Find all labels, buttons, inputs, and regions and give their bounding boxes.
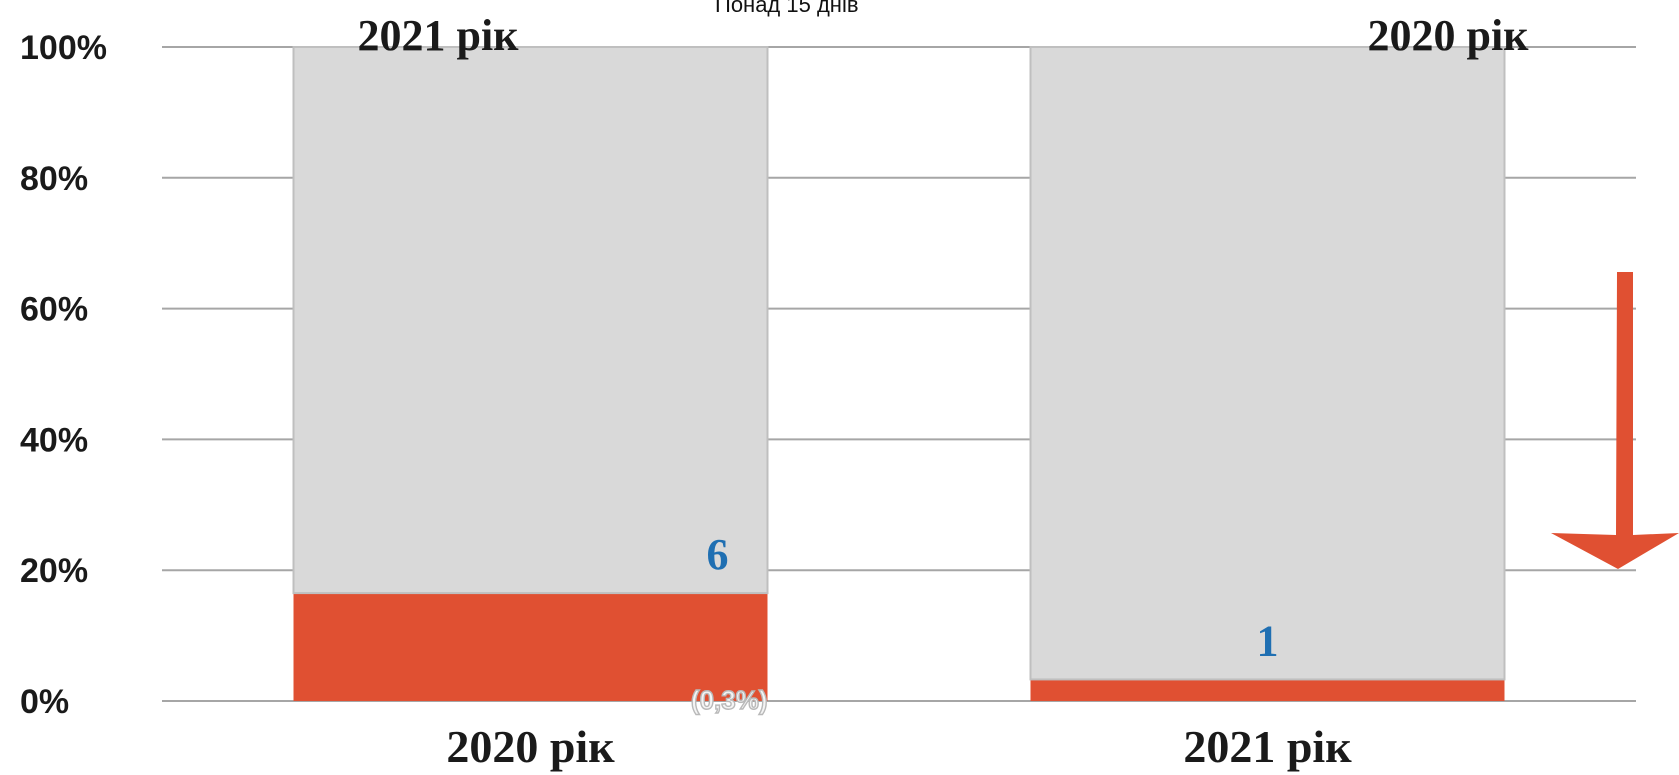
bar-segment-rest — [1031, 47, 1505, 679]
top-cut-legend-text: Понад 15 днів — [715, 0, 859, 17]
bar-value-label: 1 — [1257, 616, 1279, 665]
bar-value-label: 6 — [707, 530, 729, 579]
bar-segment-accent — [1031, 679, 1505, 701]
y-tick-label: 0% — [20, 683, 69, 721]
top-label-left: 2021 рік — [357, 11, 519, 60]
y-axis-tick-labels: 0% 20% 40% 60% 80% 100% — [20, 29, 107, 721]
bars-group: 6 (0,3%) 1 — [294, 47, 1505, 715]
x-category-label: 2020 рік — [446, 721, 615, 772]
y-tick-label: 40% — [20, 421, 88, 459]
top-label-right: 2020 рік — [1367, 11, 1529, 60]
x-category-label: 2021 рік — [1183, 721, 1352, 772]
bar-percent-label: (0,3%) — [691, 685, 768, 715]
y-tick-label: 60% — [20, 291, 88, 329]
bar-segment-rest — [294, 47, 768, 593]
y-tick-label: 20% — [20, 552, 88, 590]
x-axis-category-labels: 2020 рік 2021 рік — [446, 721, 1352, 772]
y-tick-label: 80% — [20, 160, 88, 198]
y-tick-label: 100% — [20, 29, 107, 67]
down-arrow-shape — [1551, 272, 1679, 569]
down-arrow-icon — [1551, 272, 1679, 569]
